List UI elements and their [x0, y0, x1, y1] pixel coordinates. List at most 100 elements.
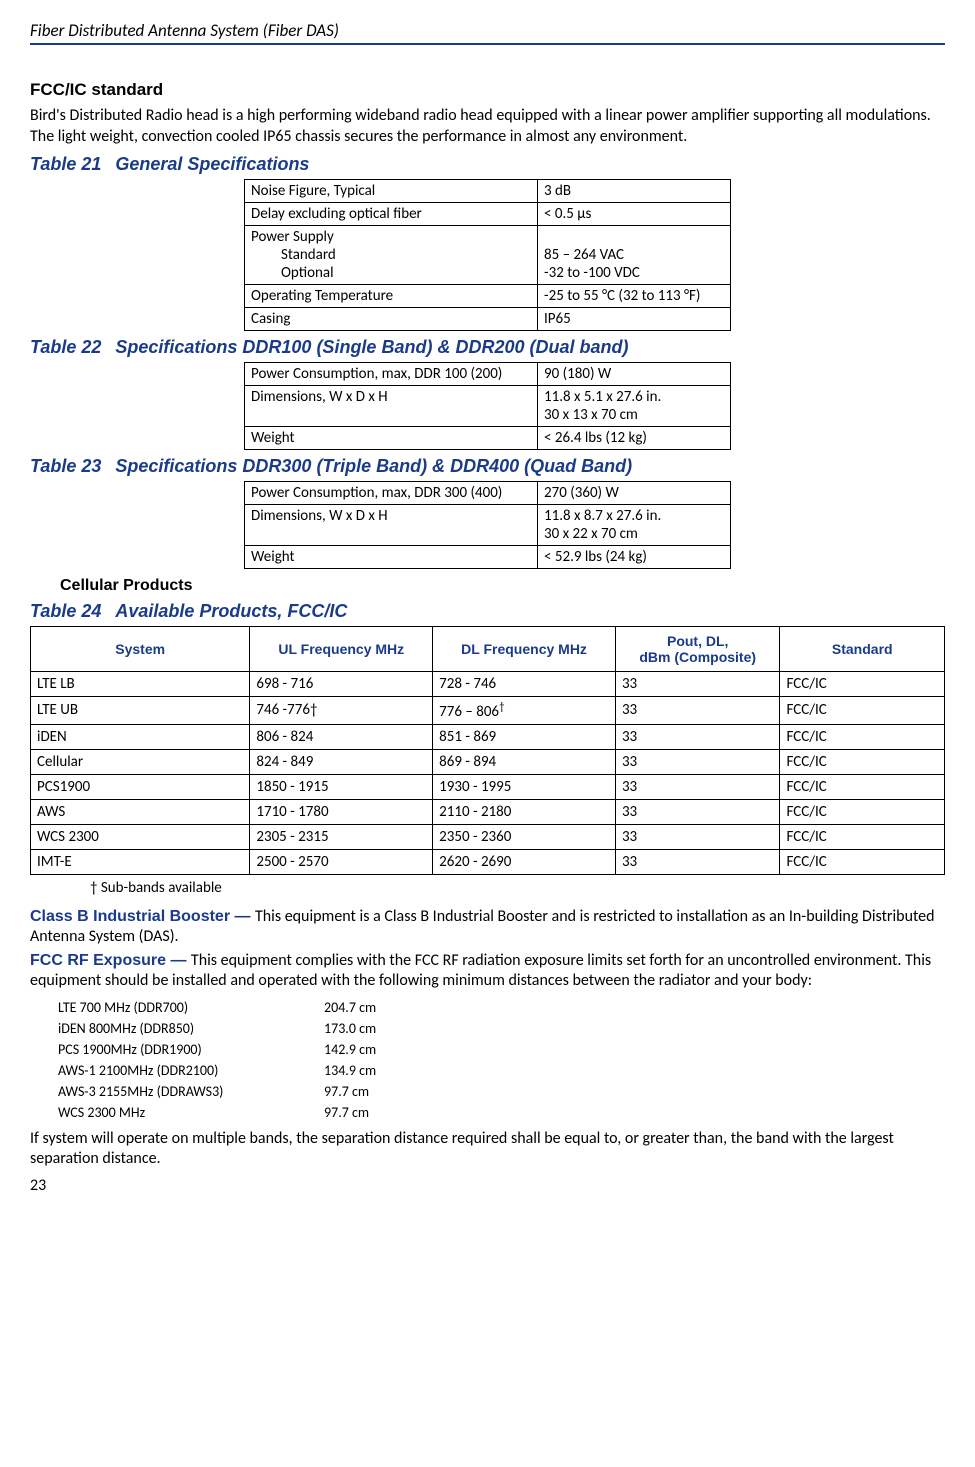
- cell: 776 – 806†: [433, 696, 616, 724]
- table23-caption: Table 23 Specifications DDR300 (Triple Ba…: [30, 456, 945, 477]
- classb-para: Class B Industrial Booster — This equipm…: [30, 907, 945, 947]
- cell: Dimensions, W x D x H: [245, 385, 538, 426]
- cell: 11.8 x 8.7 x 27.6 in. 30 x 22 x 70 cm: [538, 504, 731, 545]
- cell: 97.7 cm: [316, 1102, 384, 1123]
- col-header: Standard: [780, 626, 945, 671]
- cell: Weight: [245, 426, 538, 449]
- fccrf-lead: FCC RF Exposure —: [30, 952, 191, 969]
- table21: Noise Figure, Typical3 dB Delay excludin…: [244, 179, 731, 331]
- cell: < 26.4 lbs (12 kg): [538, 426, 731, 449]
- table-row: Power Consumption, max, DDR 300 (400)270…: [245, 481, 731, 504]
- table-row: Operating Temperature-25 to 55 °C (32 to…: [245, 284, 731, 307]
- table-row: AWS-1 2100MHz (DDR2100)134.9 cm: [50, 1060, 384, 1081]
- cell: 33: [615, 749, 780, 774]
- table-row: Power Consumption, max, DDR 100 (200)90 …: [245, 362, 731, 385]
- table-row: LTE 700 MHz (DDR700)204.7 cm: [50, 997, 384, 1018]
- cell: Cellular: [31, 749, 250, 774]
- table-row: PCS 1900MHz (DDR1900)142.9 cm: [50, 1039, 384, 1060]
- cell: 270 (360) W: [538, 481, 731, 504]
- cell: PCS1900: [31, 774, 250, 799]
- cell: IMT-E: [31, 849, 250, 874]
- table23: Power Consumption, max, DDR 300 (400)270…: [244, 481, 731, 569]
- cellular-heading: Cellular Products: [60, 577, 945, 595]
- table23-title: Specifications DDR300 (Triple Band) & DD…: [115, 456, 632, 476]
- table-header-row: System UL Frequency MHz DL Frequency MHz…: [31, 626, 945, 671]
- cell: 90 (180) W: [538, 362, 731, 385]
- cell: 33: [615, 696, 780, 724]
- cell: FCC/IC: [780, 724, 945, 749]
- cell: FCC/IC: [780, 696, 945, 724]
- col-header: System: [31, 626, 250, 671]
- closing-para: If system will operate on multiple bands…: [30, 1129, 945, 1171]
- table-row: LTE LB698 - 716728 - 74633FCC/IC: [31, 671, 945, 696]
- cell: 142.9 cm: [316, 1039, 384, 1060]
- table-row: iDEN806 - 824851 - 86933FCC/IC: [31, 724, 945, 749]
- table-row: WCS 23002305 - 23152350 - 236033FCC/IC: [31, 824, 945, 849]
- classb-lead: Class B Industrial Booster —: [30, 908, 255, 925]
- cell: 728 - 746: [433, 671, 616, 696]
- cell: 97.7 cm: [316, 1081, 384, 1102]
- table-row: Noise Figure, Typical3 dB: [245, 179, 731, 202]
- col-header: UL Frequency MHz: [250, 626, 433, 671]
- table24: System UL Frequency MHz DL Frequency MHz…: [30, 626, 945, 875]
- table-row: IMT-E2500 - 25702620 - 269033FCC/IC: [31, 849, 945, 874]
- cell: AWS-1 2100MHz (DDR2100): [50, 1060, 316, 1081]
- cell: < 0.5 µs: [538, 202, 731, 225]
- cell: 33: [615, 724, 780, 749]
- page-number: 23: [30, 1176, 945, 1195]
- table21-title: General Specifications: [115, 154, 309, 174]
- cell: Weight: [245, 545, 538, 568]
- cell: 33: [615, 824, 780, 849]
- table-row: iDEN 800MHz (DDR850)173.0 cm: [50, 1018, 384, 1039]
- cell: WCS 2300: [31, 824, 250, 849]
- cell: 806 - 824: [250, 724, 433, 749]
- table22: Power Consumption, max, DDR 100 (200)90 …: [244, 362, 731, 450]
- power-std-val: 85 – 264 VAC: [544, 246, 624, 264]
- cell: 11.8 x 5.1 x 27.6 in. 30 x 13 x 70 cm: [538, 385, 731, 426]
- table24-footnote: † Sub-bands available: [90, 879, 945, 897]
- cell: 2305 - 2315: [250, 824, 433, 849]
- power-supply-label: Power Supply: [251, 228, 334, 246]
- col-header: Pout, DL, dBm (Composite): [615, 626, 780, 671]
- table-row: LTE UB746 -776†776 – 806†33FCC/IC: [31, 696, 945, 724]
- fccrf-para: FCC RF Exposure — This equipment complie…: [30, 951, 945, 991]
- table-row: Power Supply Standard Optional 85 – 264 …: [245, 225, 731, 284]
- distances-table: LTE 700 MHz (DDR700)204.7 cmiDEN 800MHz …: [50, 997, 384, 1123]
- cell: 1930 - 1995: [433, 774, 616, 799]
- cell: < 52.9 lbs (24 kg): [538, 545, 731, 568]
- table24-caption: Table 24Available Products, FCC/IC: [30, 601, 945, 622]
- table22-num: Table 22: [30, 337, 101, 357]
- cell: 1710 - 1780: [250, 799, 433, 824]
- table-row: Dimensions, W x D x H11.8 x 5.1 x 27.6 i…: [245, 385, 731, 426]
- table23-num: Table 23: [30, 456, 101, 476]
- table-row: CasingIP65: [245, 307, 731, 330]
- cell: 85 – 264 VAC -32 to -100 VDC: [538, 225, 731, 284]
- cell: 33: [615, 671, 780, 696]
- cell: Power Supply Standard Optional: [245, 225, 538, 284]
- cell: Noise Figure, Typical: [245, 179, 538, 202]
- cell: FCC/IC: [780, 671, 945, 696]
- cell: 204.7 cm: [316, 997, 384, 1018]
- table-row: Dimensions, W x D x H11.8 x 8.7 x 27.6 i…: [245, 504, 731, 545]
- cell: iDEN: [31, 724, 250, 749]
- cell: LTE LB: [31, 671, 250, 696]
- col-header: DL Frequency MHz: [433, 626, 616, 671]
- cell: Casing: [245, 307, 538, 330]
- cell: 2110 - 2180: [433, 799, 616, 824]
- section-title: FCC/IC standard: [30, 80, 945, 100]
- table22-caption: Table 22Specifications DDR100 (Single Ba…: [30, 337, 945, 358]
- table-row: AWS-3 2155MHz (DDRAWS3)97.7 cm: [50, 1081, 384, 1102]
- cell: -25 to 55 °C (32 to 113 °F): [538, 284, 731, 307]
- table-row: Weight< 52.9 lbs (24 kg): [245, 545, 731, 568]
- cell: 1850 - 1915: [250, 774, 433, 799]
- cell: FCC/IC: [780, 849, 945, 874]
- cell: Delay excluding optical fiber: [245, 202, 538, 225]
- cell: 746 -776†: [250, 696, 433, 724]
- table-row: WCS 2300 MHz97.7 cm: [50, 1102, 384, 1123]
- table-row: Weight< 26.4 lbs (12 kg): [245, 426, 731, 449]
- cell: FCC/IC: [780, 799, 945, 824]
- cell: Operating Temperature: [245, 284, 538, 307]
- cell: LTE 700 MHz (DDR700): [50, 997, 316, 1018]
- table24-title: Available Products, FCC/IC: [115, 601, 347, 621]
- cell: AWS: [31, 799, 250, 824]
